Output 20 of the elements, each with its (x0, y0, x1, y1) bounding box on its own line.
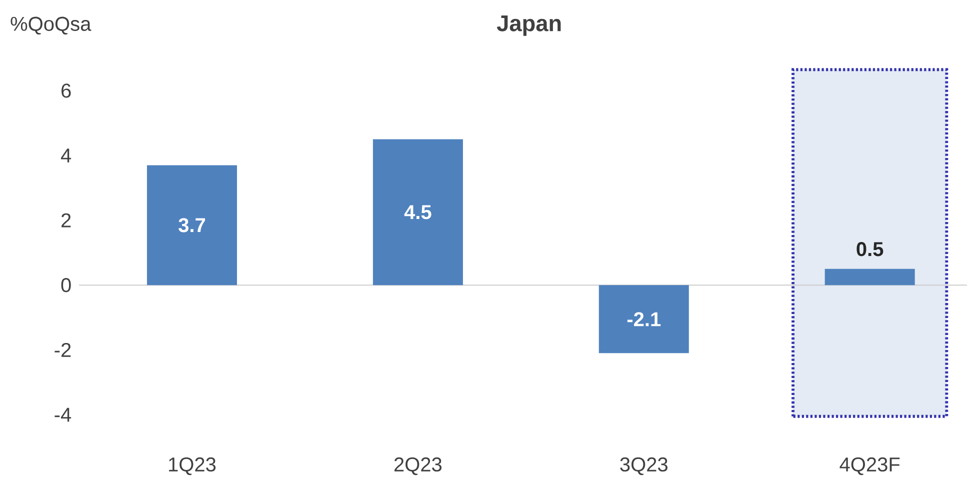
data-label: 0.5 (856, 242, 884, 256)
chart-title: Japan (496, 16, 561, 36)
data-label: -2.1 (627, 312, 661, 326)
y-tick-label: -2 (54, 342, 71, 357)
data-label: 4.5 (404, 205, 432, 220)
y-tick-label: 2 (62, 213, 71, 228)
x-tick-label: 1Q23 (169, 457, 216, 476)
x-tick-label: 3Q23 (620, 457, 668, 476)
x-tick-label: 4Q23F (840, 457, 900, 476)
y-tick-label: 4 (60, 148, 72, 162)
bar (146, 165, 237, 286)
bar (598, 285, 689, 354)
bar (372, 139, 463, 286)
data-label: 3.7 (178, 218, 206, 232)
y-tick-label: -4 (54, 408, 72, 422)
y-tick-label: 6 (62, 84, 71, 98)
bar (824, 268, 915, 286)
y-tick-label: 0 (61, 278, 71, 292)
x-tick-label: 2Q23 (394, 457, 442, 476)
y-axis-title: %QoQsa (10, 16, 92, 35)
